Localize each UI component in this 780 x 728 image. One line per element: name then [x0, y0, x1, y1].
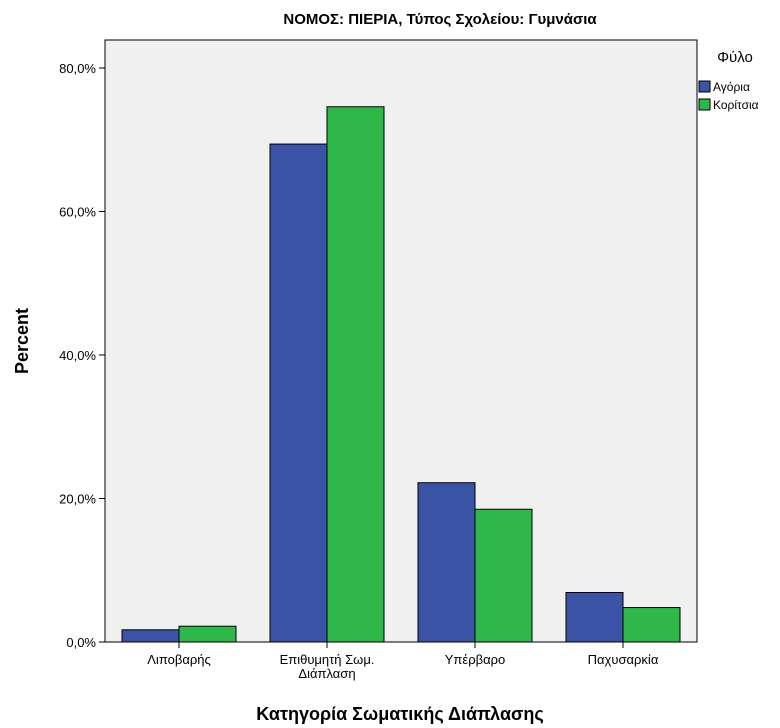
y-axis: 0,0% 20,0% 40,0% 60,0% 80,0% [59, 61, 105, 650]
x-tick-label: Υπέρβαρο [445, 652, 505, 667]
x-axis: Λιποβαρής Επιθυμητή Σωμ.Διάπλαση Υπέρβαρο Π… [147, 642, 659, 681]
chart-title: ΝΟΜΟΣ: ΠΙΕΡΙΑ, Τύπος Σχολείου: Γυμνάσια [283, 11, 597, 28]
plot-area [104, 39, 698, 643]
x-tick-label: Λιποβαρής [147, 652, 210, 667]
x-tick-label: Παχυσαρκία [588, 652, 659, 667]
y-tick-label: 20,0% [59, 492, 96, 507]
legend-swatch [698, 98, 711, 111]
legend-swatch [698, 80, 711, 93]
y-tick-label: 0,0% [66, 635, 96, 650]
legend-title: Φύλο [717, 49, 753, 66]
legend: Φύλο Αγόρια Κορίτσια [698, 49, 759, 112]
bar-boys [565, 591, 624, 643]
legend-label: Κορίτσια [713, 98, 759, 112]
bar-boys [121, 629, 180, 643]
bar-girls [474, 508, 533, 643]
bar-girls [326, 106, 385, 643]
y-axis-title: Percent [12, 308, 32, 374]
legend-label: Αγόρια [713, 80, 750, 94]
x-tick-label: Διάπλαση [298, 666, 355, 681]
bar-girls [178, 625, 237, 643]
y-tick-label: 80,0% [59, 61, 96, 76]
bar-girls [622, 607, 681, 643]
x-axis-title: Κατηγορία Σωματικής Διάπλασης [256, 704, 543, 724]
y-tick-label: 40,0% [59, 348, 96, 363]
y-tick-label: 60,0% [59, 205, 96, 220]
x-tick-label: Επιθυμητή Σωμ. [280, 652, 375, 667]
bar-boys [269, 143, 328, 643]
bar-boys [417, 482, 476, 643]
bars [121, 106, 681, 643]
